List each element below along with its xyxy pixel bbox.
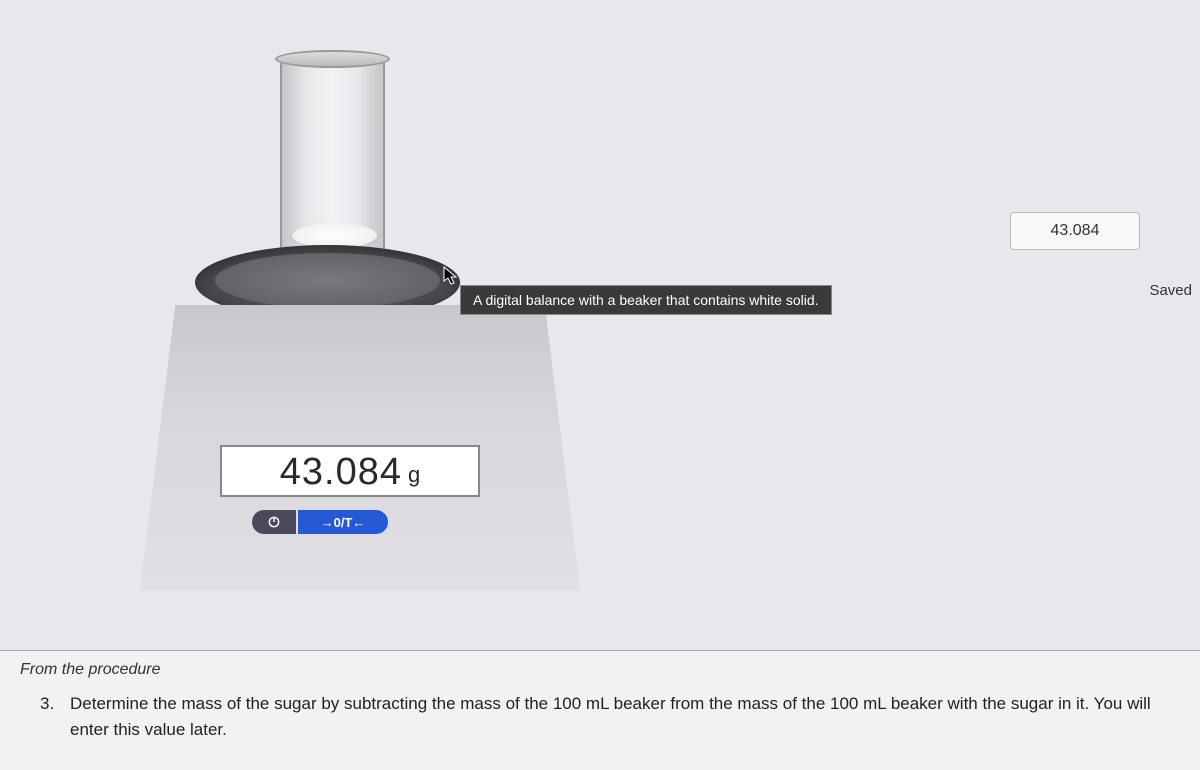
balance-reading-value: 43.084 [280,451,402,494]
digital-balance[interactable]: 43.084 g →0/T← [140,50,580,610]
procedure-step-text: Determine the mass of the sugar by subtr… [70,691,1180,742]
beaker-body [280,60,385,255]
balance-base: 43.084 g →0/T← [140,305,580,590]
beaker[interactable] [275,50,390,265]
balance-reading-unit: g [408,462,420,488]
saved-status: Saved [1149,282,1192,299]
lab-simulation-area: 43.084 g →0/T← A digital balance with [0,0,1200,640]
procedure-section: From the procedure 3. Determine the mass… [0,650,1200,770]
balance-tooltip: A digital balance with a beaker that con… [460,285,832,315]
balance-pan-inner [215,253,440,308]
power-icon [267,515,281,529]
answer-value: 43.084 [1051,222,1100,240]
tooltip-text: A digital balance with a beaker that con… [473,292,819,308]
procedure-heading: From the procedure [20,661,1180,679]
balance-display: 43.084 g [220,445,480,497]
power-button[interactable] [252,510,296,534]
balance-button-row: →0/T← [252,510,388,534]
tare-button[interactable]: →0/T← [298,510,388,534]
beaker-rim [275,50,390,68]
procedure-step-number: 3. [40,691,60,742]
procedure-step: 3. Determine the mass of the sugar by su… [20,691,1180,742]
cursor-icon [443,266,459,286]
answer-input[interactable]: 43.084 [1010,212,1140,250]
saved-status-text: Saved [1149,282,1192,299]
tare-button-label: →0/T← [321,515,366,530]
